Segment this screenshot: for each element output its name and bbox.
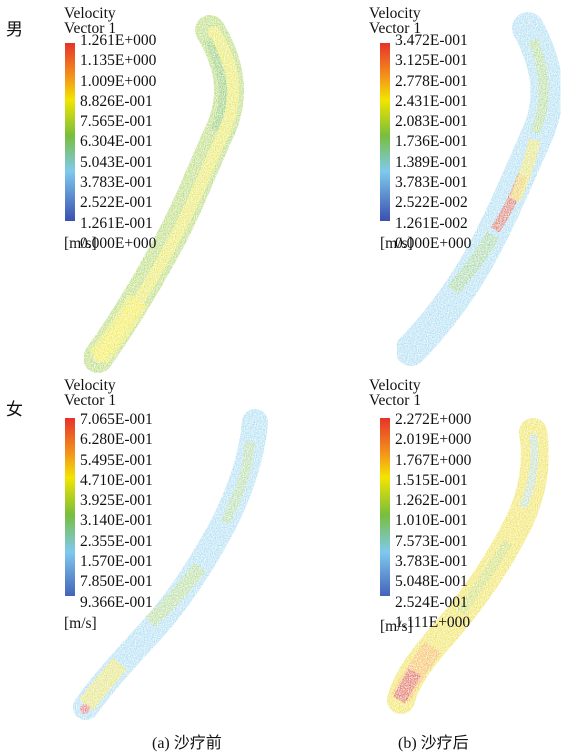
tick-label: 1.261E+000	[80, 32, 157, 49]
panel-male-after: Velocity Vector 1 3.472E-001 3.125E-001 …	[283, 0, 566, 366]
legend-ticks: 7.065E-001 6.280E-001 5.495E-001 4.710E-…	[80, 410, 153, 613]
color-bar	[65, 418, 75, 596]
vessel-flow-plot	[83, 15, 244, 373]
tick-label: 6.280E-001	[80, 431, 153, 449]
tick-label: 2.522E-001	[80, 194, 153, 212]
tick-label: 1.262E-001	[395, 492, 468, 510]
tick-label: 8.826E-001	[80, 92, 153, 110]
tick-label: 1.010E-001	[395, 512, 468, 530]
legend-title-line1: Velocity	[64, 5, 116, 22]
tick-label: 1.767E+000	[395, 451, 472, 469]
color-bar	[65, 43, 75, 221]
tick-label: 2.431E-001	[395, 92, 468, 110]
tick-label: 7.573E-001	[395, 532, 468, 550]
tick-label: 3.783E-001	[80, 174, 153, 192]
row-label-female: 女	[6, 400, 23, 419]
legend-title-line1: Velocity	[369, 5, 421, 22]
vessel-flow-plot	[387, 418, 549, 714]
tick-label: 3.783E-001	[395, 174, 468, 192]
tick-label: 1.135E+000	[80, 52, 157, 70]
legend-title-line1: Velocity	[369, 377, 421, 394]
tick-label: 3.140E-001	[80, 512, 153, 530]
tick-label: 1.111E+000	[395, 613, 471, 631]
caption-b: (b) 沙疗后	[398, 735, 469, 752]
tick-label: 3.472E-001	[395, 32, 468, 49]
tick-label: 0.000E+000	[80, 234, 157, 252]
tick-label: 3.125E-001	[395, 52, 468, 70]
tick-label: 1.515E-001	[395, 471, 468, 489]
row-label-male: 男	[6, 20, 23, 39]
vessel-flow-plot	[73, 409, 268, 720]
tick-label: 3.783E-001	[395, 553, 468, 571]
legend-title: Velocity Vector 1	[369, 377, 422, 409]
legend-title: Velocity Vector 1	[369, 5, 422, 37]
tick-label: 5.048E-001	[395, 573, 468, 591]
tick-label: 7.850E-001	[80, 573, 153, 591]
tick-label: 7.565E-001	[80, 113, 153, 131]
unit-label: [m/s]	[64, 615, 97, 632]
tick-label: 1.736E-001	[395, 133, 468, 151]
tick-label: 6.304E-001	[80, 133, 153, 151]
caption-a: (a) 沙疗前	[152, 735, 222, 752]
tick-label: 5.043E-001	[80, 153, 153, 171]
tick-label: 1.261E-002	[395, 214, 468, 232]
unit-label: [m/s]	[64, 235, 97, 252]
tick-label: 3.925E-001	[80, 492, 153, 510]
legend-title-line1: Velocity	[64, 377, 116, 394]
legend-ticks: 2.272E+000 2.019E+000 1.767E+000 1.515E-…	[395, 410, 471, 633]
legend-title-line2: Vector 1	[64, 392, 117, 409]
tick-label: 0.000E+000	[395, 234, 472, 252]
legend-title: Velocity Vector 1	[64, 5, 117, 37]
legend-title-line2: Vector 1	[369, 392, 422, 409]
unit-label: [m/s]	[380, 618, 413, 635]
tick-label: 9.366E-001	[80, 593, 153, 611]
color-bar	[380, 418, 390, 596]
panel-female-before: Velocity Vector 1 7.065E-001 6.280E-001 …	[0, 372, 283, 737]
legend-ticks: 3.472E-001 3.125E-001 2.778E-001 2.431E-…	[395, 31, 471, 254]
tick-label: 2.083E-001	[395, 113, 468, 131]
tick-label: 4.710E-001	[80, 471, 153, 489]
tick-label: 2.778E-001	[395, 72, 468, 90]
tick-label: 1.389E-001	[395, 153, 468, 171]
legend-title: Velocity Vector 1	[64, 377, 117, 409]
tick-label: 5.495E-001	[80, 451, 153, 469]
tick-label: 2.272E+000	[395, 411, 472, 428]
unit-label: [m/s]	[380, 235, 413, 252]
tick-label: 7.065E-001	[80, 411, 153, 428]
color-bar	[380, 43, 390, 221]
legend-title-line2: Vector 1	[64, 20, 117, 37]
tick-label: 1.261E-001	[80, 214, 153, 232]
panel-female-after: Velocity Vector 1 2.272E+000 2.019E+000 …	[283, 372, 566, 737]
legend-title-line2: Vector 1	[369, 20, 422, 37]
tick-label: 2.524E-001	[395, 593, 468, 611]
tick-label: 2.019E+000	[395, 431, 472, 449]
tick-label: 1.009E+000	[80, 72, 157, 90]
legend-ticks: 1.261E+000 1.135E+000 1.009E+000 8.826E-…	[80, 31, 156, 254]
tick-label: 2.355E-001	[80, 532, 153, 550]
tick-label: 2.522E-002	[395, 194, 468, 212]
tick-label: 1.570E-001	[80, 553, 153, 571]
vessel-flow-plot	[395, 12, 563, 366]
panel-male-before: Velocity Vector 1 1.261E+000 1.135E+000 …	[0, 0, 283, 373]
